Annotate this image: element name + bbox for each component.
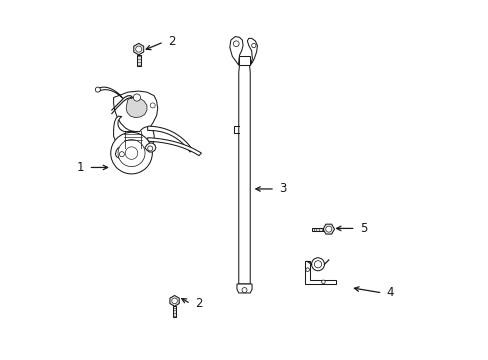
Polygon shape — [172, 306, 176, 317]
Polygon shape — [229, 37, 243, 65]
Circle shape — [147, 146, 152, 151]
Polygon shape — [169, 296, 179, 306]
Circle shape — [118, 140, 145, 167]
Circle shape — [133, 94, 140, 101]
Circle shape — [251, 43, 255, 48]
Polygon shape — [113, 116, 154, 148]
Circle shape — [305, 268, 309, 271]
Text: 1: 1 — [77, 161, 84, 174]
Polygon shape — [137, 55, 140, 66]
Polygon shape — [98, 87, 122, 98]
Circle shape — [119, 152, 124, 157]
Polygon shape — [126, 98, 147, 118]
Text: 2: 2 — [167, 35, 175, 49]
Polygon shape — [144, 143, 156, 152]
Bar — [238, 56, 250, 65]
Polygon shape — [247, 39, 257, 65]
Polygon shape — [147, 138, 201, 156]
Circle shape — [314, 261, 321, 268]
Circle shape — [311, 258, 324, 271]
Polygon shape — [115, 148, 127, 158]
Circle shape — [95, 87, 100, 92]
Circle shape — [125, 147, 138, 159]
Text: 4: 4 — [386, 287, 393, 300]
Circle shape — [136, 46, 142, 52]
Text: 2: 2 — [194, 297, 202, 310]
Text: 5: 5 — [359, 222, 366, 235]
Polygon shape — [147, 126, 192, 152]
Polygon shape — [323, 224, 334, 234]
Polygon shape — [133, 43, 143, 55]
Polygon shape — [237, 284, 251, 293]
Circle shape — [242, 288, 246, 293]
Circle shape — [233, 41, 239, 46]
Circle shape — [110, 132, 152, 174]
Circle shape — [325, 226, 331, 232]
Polygon shape — [238, 65, 250, 284]
Circle shape — [321, 280, 325, 284]
Circle shape — [150, 103, 155, 108]
Circle shape — [171, 298, 177, 303]
Text: 3: 3 — [279, 183, 286, 195]
Polygon shape — [305, 261, 335, 284]
Polygon shape — [312, 228, 323, 231]
Polygon shape — [113, 91, 158, 132]
